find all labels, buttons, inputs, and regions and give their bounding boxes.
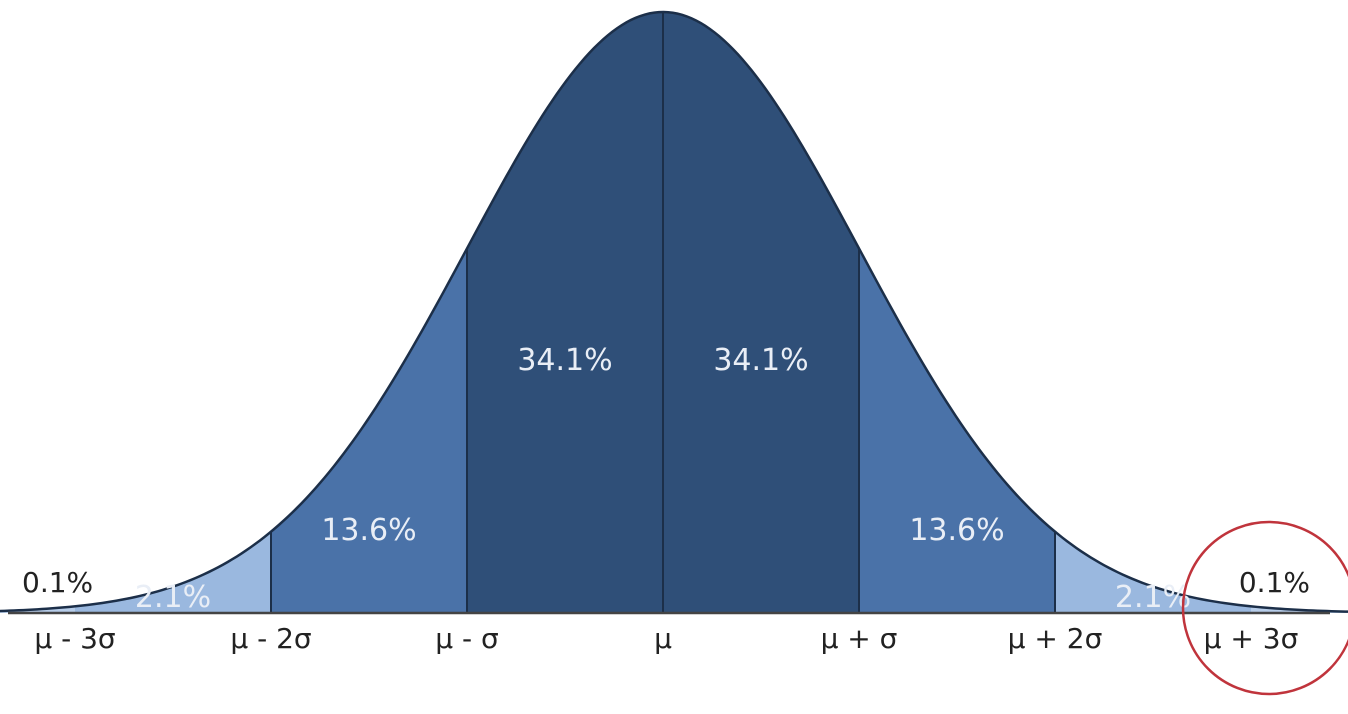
tick-label: μ - 2σ <box>230 622 311 655</box>
region-label: 34.1% <box>517 343 612 378</box>
region-area-2 <box>467 12 663 613</box>
region-label: 2.1% <box>135 580 211 615</box>
curve-outline <box>0 10 1348 613</box>
region-area-0 <box>75 531 271 613</box>
tick-label: μ - 3σ <box>34 622 115 655</box>
tick-label: μ + 2σ <box>1008 622 1103 655</box>
regions-layer <box>0 12 1348 614</box>
tick-labels: μ - 3σ μ - 2σ μ - σ μ μ + σ μ + 2σ μ + 3σ <box>34 622 1298 655</box>
annotations <box>1181 520 1348 696</box>
region-area-5 <box>1055 531 1251 613</box>
region-labels: 2.1% 13.6% 34.1% 34.1% 13.6% 2.1% <box>135 343 1191 615</box>
region-area-3 <box>663 12 859 613</box>
region-label: 2.1% <box>1115 580 1191 615</box>
region-label: 13.6% <box>909 513 1004 548</box>
tail-label-right: 0.1% <box>1239 566 1310 599</box>
highlight-circle <box>1181 520 1348 696</box>
region-label: 34.1% <box>713 343 808 378</box>
tick-label: μ <box>654 622 672 655</box>
divider-lines <box>270 12 1056 613</box>
tail-label-left: 0.1% <box>22 566 93 599</box>
tick-label: μ + 3σ <box>1204 622 1299 655</box>
tail-labels: 0.1% 0.1% <box>22 566 1310 599</box>
tick-label: μ - σ <box>435 622 498 655</box>
tick-label: μ + σ <box>821 622 898 655</box>
region-label: 13.6% <box>321 513 416 548</box>
